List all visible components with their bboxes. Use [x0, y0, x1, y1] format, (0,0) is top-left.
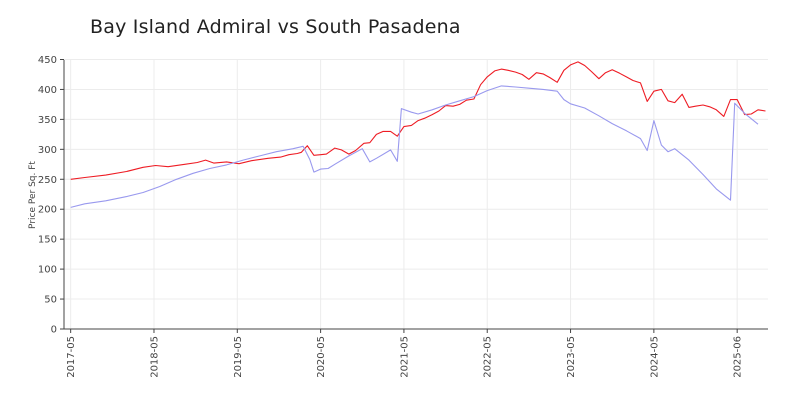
- x-tick-label: 2022-05: [483, 336, 494, 378]
- y-tick-label: 300: [38, 145, 57, 156]
- x-ticks: 2017-05 2018-05 2019-05 2020-05 2021-05 2022-…: [66, 329, 744, 378]
- y-tick-label: 100: [38, 265, 57, 276]
- series-line-1: [70, 61, 766, 180]
- axes: [63, 60, 768, 330]
- x-tick-label: 2017-05: [66, 336, 77, 378]
- y-tick-label: 400: [38, 85, 57, 96]
- x-tick-label: 2024-05: [649, 336, 660, 378]
- y-tick-label: 450: [38, 55, 57, 66]
- y-tick-label: 350: [38, 115, 57, 126]
- y-tick-label: 50: [44, 295, 57, 306]
- y-tick-label: 250: [38, 175, 57, 186]
- x-tick-label: 2023-05: [566, 336, 577, 378]
- series-line-2: [70, 85, 759, 208]
- y-ticks: 0 50 100 150 200 250 300 350 400 450: [38, 55, 64, 336]
- y-tick-label: 150: [38, 235, 57, 246]
- series-group: [70, 61, 766, 208]
- x-tick-label: 2019-05: [233, 336, 244, 378]
- y-axis-title: Price Per Sq. Ft: [28, 161, 38, 229]
- x-tick-label: 2018-05: [149, 336, 160, 378]
- x-tick-label: 2020-05: [316, 336, 327, 378]
- chart-title: Bay Island Admiral vs South Pasadena: [90, 16, 461, 38]
- y-tick-label: 200: [38, 205, 57, 216]
- grid: [64, 59, 768, 329]
- x-tick-label: 2021-05: [399, 336, 410, 378]
- x-tick-label: 2025-06: [733, 336, 744, 378]
- y-tick-label: 0: [51, 325, 57, 336]
